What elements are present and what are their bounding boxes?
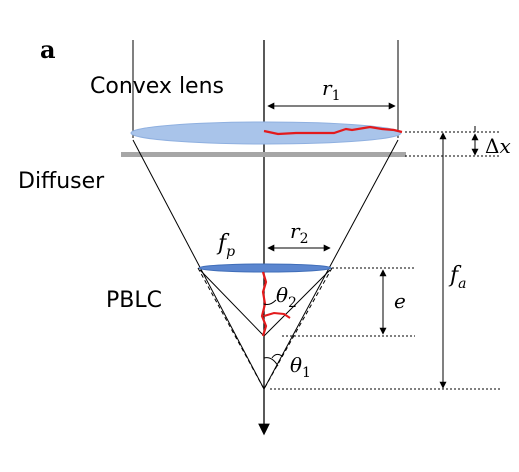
pblc-ray-right — [263, 269, 331, 337]
convex-lens — [130, 121, 402, 145]
outer-ray-left — [132, 139, 265, 390]
pblc-profile-branch — [263, 311, 291, 319]
convex-lens-label: Convex lens — [90, 74, 224, 99]
theta2-symbol: θ2 — [276, 283, 297, 311]
pblc-lens — [198, 263, 332, 273]
panel-label: a — [40, 35, 56, 64]
theta1-arc — [263, 357, 279, 367]
e-symbol: e — [394, 289, 406, 313]
lens-surface-profile — [263, 125, 403, 136]
delta-x-symbol: Δx — [485, 134, 511, 158]
diffuser-label: Diffuser — [18, 169, 105, 194]
fp-symbol: fp — [216, 231, 235, 260]
r1-symbol: r1 — [322, 76, 340, 104]
outer-ray-right — [263, 139, 399, 390]
r2-symbol: r2 — [290, 219, 308, 247]
fa-symbol: fa — [448, 263, 467, 292]
theta1-symbol: θ1 — [290, 353, 311, 381]
diffuser-plate — [121, 152, 406, 157]
pblc-label: PBLC — [106, 288, 162, 313]
theta2-arc — [263, 299, 277, 305]
pblc-ray-left — [199, 269, 265, 337]
inner-ray-right-dashed — [263, 267, 333, 390]
inner-ray-left-dashed — [197, 267, 265, 390]
theta1-pointer — [271, 353, 283, 359]
